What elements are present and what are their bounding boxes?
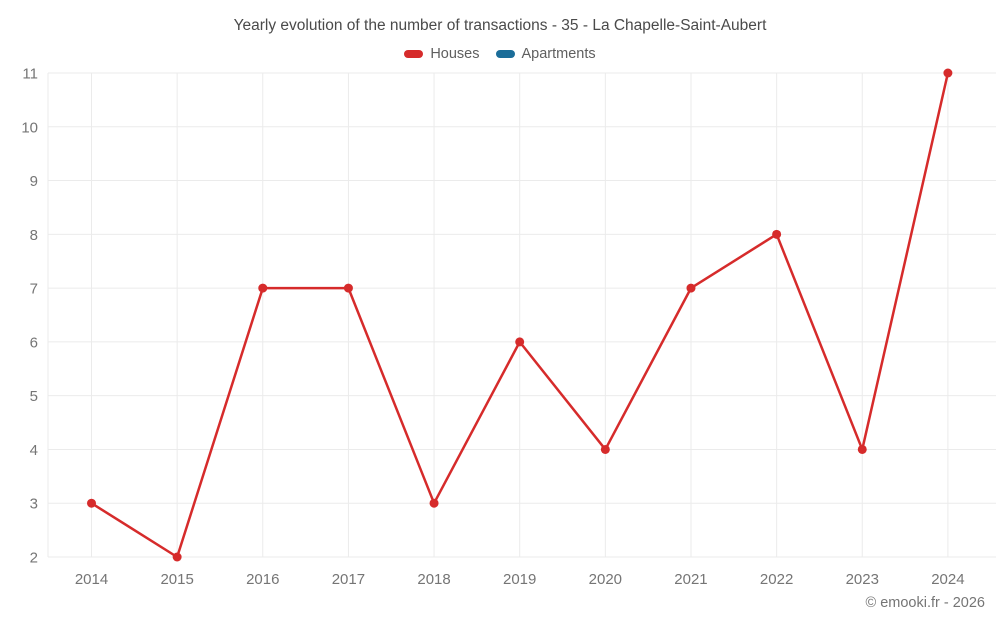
svg-text:2015: 2015 — [160, 571, 193, 588]
svg-text:2016: 2016 — [246, 571, 279, 588]
legend-label-houses: Houses — [430, 46, 480, 62]
houses-point-2017 — [343, 283, 353, 293]
svg-text:2021: 2021 — [674, 571, 707, 588]
svg-text:2014: 2014 — [75, 571, 108, 588]
svg-text:2: 2 — [30, 550, 38, 567]
svg-text:2020: 2020 — [589, 571, 622, 588]
svg-text:10: 10 — [21, 119, 38, 136]
svg-text:9: 9 — [30, 173, 38, 190]
svg-text:2024: 2024 — [931, 571, 964, 588]
svg-text:2018: 2018 — [417, 571, 450, 588]
houses-point-2020 — [600, 444, 610, 454]
svg-text:11: 11 — [22, 66, 38, 83]
svg-text:2023: 2023 — [846, 571, 879, 588]
houses-point-2022 — [772, 229, 782, 239]
svg-text:3: 3 — [30, 496, 38, 513]
houses-point-2024 — [943, 68, 953, 78]
chart-title: Yearly evolution of the number of transa… — [233, 17, 767, 34]
svg-text:6: 6 — [30, 334, 38, 351]
houses-point-2014 — [87, 498, 96, 508]
houses-point-2021 — [686, 283, 696, 293]
svg-text:2019: 2019 — [503, 571, 536, 588]
houses-series-swatch-icon — [404, 50, 424, 58]
svg-text:5: 5 — [30, 388, 38, 405]
y-axis-tick-labels: 2 3 4 5 6 7 8 9 10 11 — [21, 66, 38, 567]
houses-point-2019 — [515, 337, 525, 347]
houses-point-2018 — [429, 498, 439, 508]
svg-text:8: 8 — [30, 227, 38, 244]
legend-item-apartments[interactable]: Apartments — [495, 46, 596, 62]
svg-text:2022: 2022 — [760, 571, 793, 588]
x-axis-tick-labels: 2014 2015 2016 2017 2018 2019 2020 2021 2022 2023… — [75, 571, 965, 588]
svg-text:4: 4 — [30, 442, 38, 459]
copyright-footer: © emooki.fr - 2026 — [865, 595, 985, 611]
houses-point-2016 — [258, 283, 268, 293]
legend-label-apartments: Apartments — [521, 46, 596, 62]
series-houses — [87, 68, 953, 562]
legend-item-houses[interactable]: Houses — [404, 46, 480, 62]
svg-text:2017: 2017 — [332, 571, 365, 588]
svg-text:7: 7 — [30, 281, 38, 298]
apartments-series-swatch-icon — [495, 50, 515, 58]
houses-point-2015 — [172, 552, 182, 562]
chart-legend: Houses Apartments — [0, 46, 1000, 62]
gridlines — [47, 72, 996, 558]
houses-point-2023 — [857, 444, 867, 454]
